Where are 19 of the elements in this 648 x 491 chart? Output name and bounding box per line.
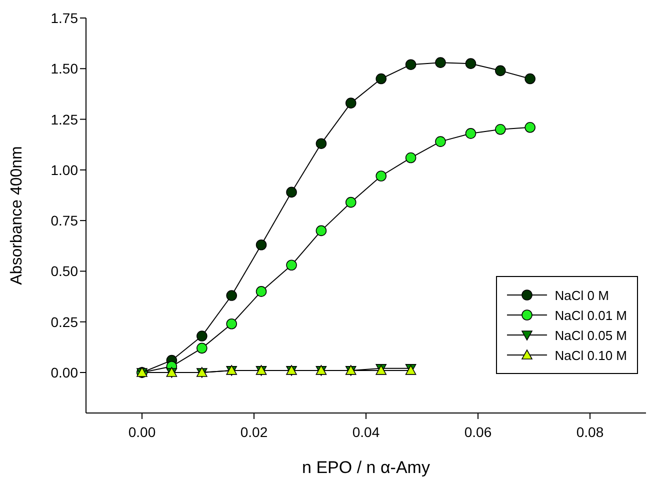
- y-tick-label: 1.50: [50, 60, 78, 77]
- x-tick-label: 0.06: [464, 424, 492, 440]
- legend-label: NaCl 0.10 M: [554, 348, 627, 362]
- legend-label: NaCl 0.05 M: [554, 328, 627, 342]
- x-axis-title: n EPO / n α-Amy: [302, 458, 430, 477]
- x-tick-label: 0.00: [128, 424, 156, 440]
- y-tick-label: 1.75: [50, 10, 78, 26]
- x-tick-label: 0.08: [576, 424, 604, 440]
- x-tick-label: 0.04: [352, 424, 380, 440]
- y-tick-label: 0.25: [50, 314, 78, 330]
- y-tick-label: 0.00: [50, 364, 78, 380]
- x-tick-label: 0.02: [240, 424, 268, 440]
- legend-label: NaCl 0 M: [554, 288, 609, 302]
- y-tick-label: 1.00: [50, 162, 78, 178]
- y-tick-label: 0.50: [50, 263, 78, 280]
- y-tick-label: 1.25: [50, 111, 78, 128]
- legend-label: NaCl 0.01 M: [554, 308, 627, 322]
- y-tick-label: 0.75: [50, 212, 78, 229]
- y-axis-title: Absorbance 400nm: [8, 146, 26, 285]
